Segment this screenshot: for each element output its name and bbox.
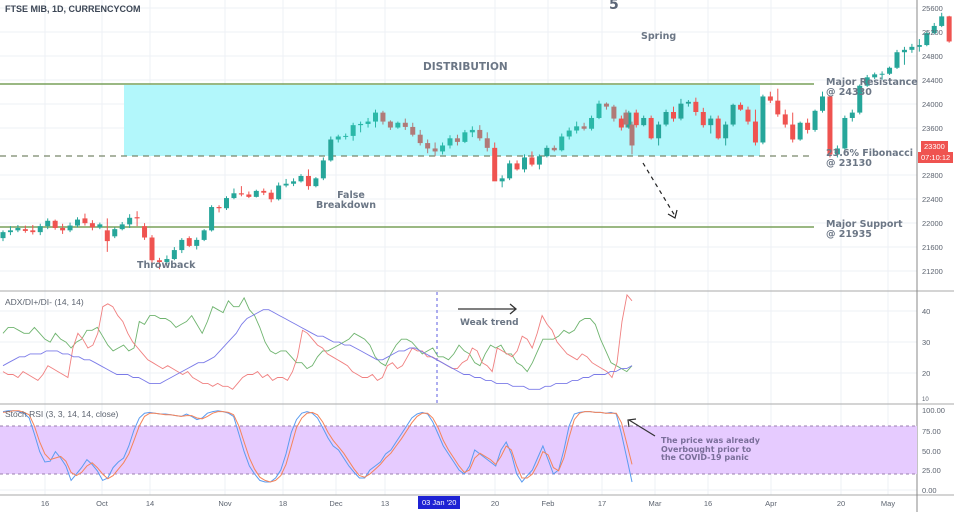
fibonacci-label: 23.6% Fibonacci @ 23130 (826, 149, 913, 169)
time-tick: 18 (278, 499, 288, 508)
time-tick: 17 (597, 499, 607, 508)
price-tick: 24400 (922, 76, 943, 85)
stoch-tick: 100.00 (922, 406, 945, 415)
time-tick: 13 (380, 499, 390, 508)
chart-title: FTSE MIB, 1D, CURRENCYCOM (5, 4, 141, 14)
stoch-tick: 50.00 (922, 447, 941, 456)
overbought-line1: The price was already (661, 436, 760, 445)
adx-lines (2, 293, 633, 390)
time-tick: Nov (218, 499, 232, 508)
price-tick: 22000 (922, 219, 943, 228)
distribution-zone (124, 85, 760, 156)
price-tick: 21200 (922, 267, 943, 276)
false-breakdown-line1: False (337, 190, 365, 201)
throwback-label: Throwback (137, 260, 196, 271)
stoch-band (0, 426, 917, 474)
price-tick: 22400 (922, 195, 943, 204)
crosshair-date-tag: 03 Jan '20 (418, 496, 461, 509)
overbought-arrow-icon (627, 418, 656, 437)
adx-tick: 20 (922, 369, 931, 378)
stoch-lines (2, 410, 633, 483)
fibonacci-line2: @ 23130 (826, 158, 872, 169)
time-tick: 20 (836, 499, 846, 508)
current-price-tag: 23300 (921, 141, 948, 152)
levels (0, 83, 814, 228)
time-tick: Oct (96, 499, 108, 508)
stoch-tick: 25.00 (922, 466, 941, 475)
adx-tick: 40 (922, 307, 931, 316)
price-tick: 25200 (922, 28, 943, 37)
countdown-tag: 07:10:12 (918, 152, 954, 163)
time-tick: Dec (329, 499, 343, 508)
wave-5-label: 5 (609, 0, 619, 13)
overbought-line2: Overbought prior to (661, 444, 752, 454)
price-tick: 24800 (922, 52, 943, 61)
time-tick: May (880, 499, 896, 508)
support-label: Major Support @ 21935 (826, 220, 903, 240)
price-tick: 21600 (922, 243, 943, 252)
distribution-label: DISTRIBUTION (423, 61, 508, 73)
time-tick: Feb (541, 499, 555, 508)
overbought-note: The price was already Overbought prior t… (661, 436, 760, 463)
time-tick: 14 (145, 499, 155, 508)
stoch-tick: 0.00 (922, 486, 937, 495)
time-tick: Apr (765, 499, 777, 508)
adx-panel-title[interactable]: ADX/DI+/DI- (14, 14) (5, 297, 84, 307)
time-tick: 20 (490, 499, 500, 508)
false-breakdown-line2: Breakdown (316, 200, 376, 211)
weak-trend-arrow-icon (458, 303, 518, 315)
resistance-line2: @ 24330 (826, 87, 872, 98)
price-tick: 23600 (922, 124, 943, 133)
support-line2: @ 21935 (826, 229, 872, 240)
projection-arrow-icon (642, 162, 678, 219)
time-tick: 16 (40, 499, 50, 508)
overbought-line3: the COVID-19 panic (661, 453, 749, 462)
stoch-panel-title[interactable]: Stoch RSI (3, 3, 14, 14, close) (5, 409, 119, 419)
weak-trend-label: Weak trend (460, 318, 519, 328)
price-tick: 25600 (922, 4, 943, 13)
fibonacci-line1: 23.6% Fibonacci (826, 148, 914, 159)
adx-tick: 30 (922, 338, 931, 347)
time-tick: 16 (703, 499, 713, 508)
support-line1: Major Support (826, 219, 903, 230)
spring-label: Spring (641, 31, 677, 42)
resistance-line1: Major Resistance (826, 77, 918, 88)
time-tick: Mar (648, 499, 662, 508)
adx-tick: 10 (922, 397, 929, 403)
candlesticks (0, 12, 952, 270)
false-breakdown-label: False Breakdown (316, 191, 376, 211)
resistance-label: Major Resistance @ 24330 (826, 78, 918, 98)
price-tick: 22800 (922, 171, 943, 180)
price-tick: 24000 (922, 100, 943, 109)
stoch-tick: 75.00 (922, 427, 941, 436)
